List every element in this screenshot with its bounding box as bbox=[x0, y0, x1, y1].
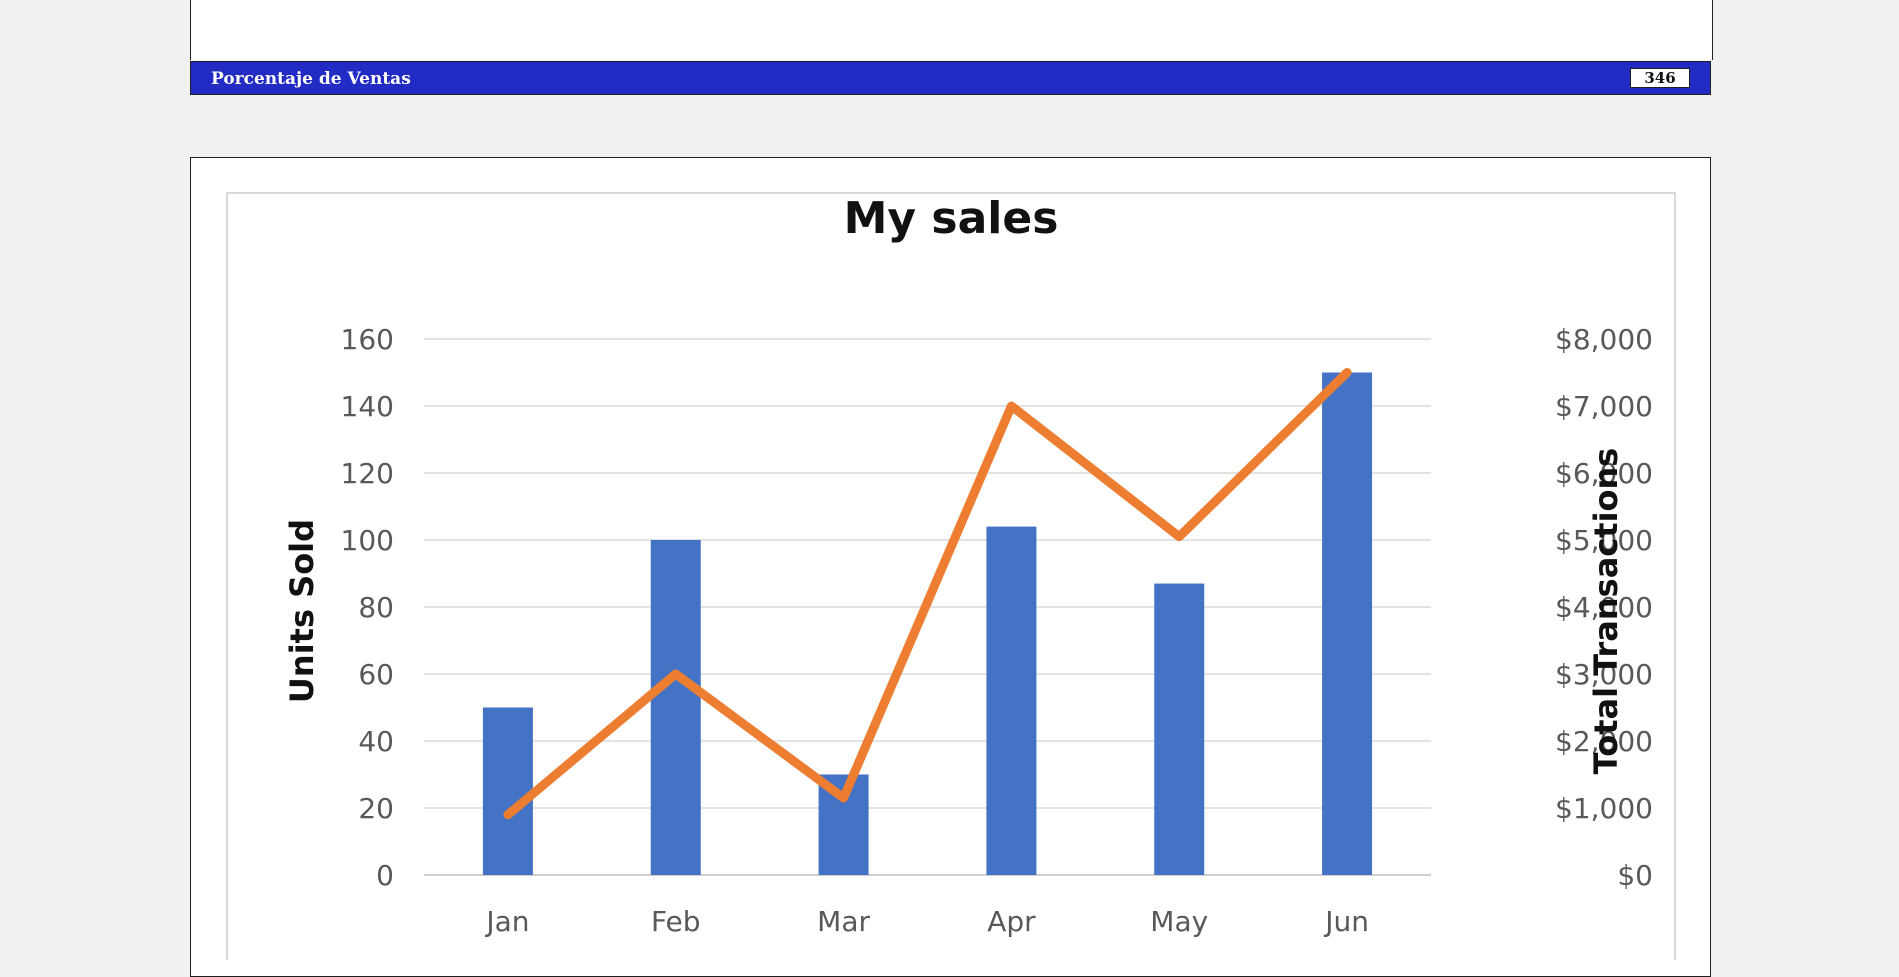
line-point-may bbox=[1178, 535, 1181, 538]
bar-jan bbox=[482, 707, 533, 875]
left-tick-label: 80 bbox=[358, 591, 394, 624]
right-tick-label: $7,000 bbox=[1555, 390, 1653, 423]
right-tick-label: $3,000 bbox=[1555, 658, 1653, 691]
bar-series bbox=[482, 372, 1373, 875]
left-tick-label: 100 bbox=[341, 524, 394, 557]
line-point-jan bbox=[506, 813, 509, 816]
left-tick-label: 40 bbox=[358, 725, 394, 758]
line-point-apr bbox=[1010, 405, 1013, 407]
right-tick-label: $2,000 bbox=[1555, 725, 1653, 758]
left-axis-ticks: 0 20 40 60 80 100 120 140 160 bbox=[341, 323, 394, 892]
right-tick-label: $4,000 bbox=[1555, 591, 1653, 624]
right-tick-label: $1,000 bbox=[1555, 792, 1653, 825]
line-series bbox=[503, 368, 1352, 820]
page-number: 346 bbox=[1630, 68, 1690, 88]
line-point-mar bbox=[842, 796, 845, 799]
line-point-feb bbox=[674, 673, 677, 675]
category-label: May bbox=[1150, 905, 1208, 938]
right-tick-label: $8,000 bbox=[1555, 323, 1653, 356]
right-tick-label: $6,000 bbox=[1555, 457, 1653, 490]
bar-may bbox=[1154, 583, 1205, 875]
line-point-jun bbox=[1346, 371, 1349, 374]
right-tick-label: $5,000 bbox=[1555, 524, 1653, 557]
chart-title: My sales bbox=[844, 193, 1059, 244]
section-header-bar: Porcentaje de Ventas 346 bbox=[190, 61, 1711, 95]
section-title: Porcentaje de Ventas bbox=[211, 69, 411, 89]
category-label: Jun bbox=[1323, 905, 1369, 938]
left-tick-label: 120 bbox=[341, 457, 394, 490]
bar-apr bbox=[986, 526, 1037, 875]
left-tick-label: 0 bbox=[376, 859, 394, 892]
left-tick-label: 140 bbox=[341, 390, 394, 423]
right-axis-label: Total Transactions bbox=[1587, 448, 1625, 775]
left-tick-label: 60 bbox=[358, 658, 394, 691]
category-axis-labels: Jan Feb Mar Apr May Jun bbox=[484, 905, 1369, 938]
category-label: Mar bbox=[817, 905, 870, 938]
bar-jun bbox=[1322, 372, 1373, 875]
left-tick-label: 20 bbox=[358, 792, 394, 825]
left-tick-label: 160 bbox=[341, 323, 394, 356]
chart-area-border bbox=[226, 192, 1676, 960]
bar-feb bbox=[650, 540, 701, 875]
category-label: Feb bbox=[651, 905, 701, 938]
page-top-area bbox=[190, 0, 1713, 60]
category-label: Jan bbox=[484, 905, 529, 938]
left-axis-label: Units Sold bbox=[283, 519, 321, 703]
transactions-line bbox=[503, 368, 1352, 820]
right-axis-ticks: $0 $1,000 $2,000 $3,000 $4,000 $5,000 $6,000 $7… bbox=[1555, 323, 1653, 892]
category-label: Apr bbox=[987, 905, 1036, 938]
right-tick-label: $0 bbox=[1617, 859, 1653, 892]
chart-frame: My sales 0 20 40 60 80 100 120 140 160 $0 $1,000 $… bbox=[190, 157, 1711, 977]
